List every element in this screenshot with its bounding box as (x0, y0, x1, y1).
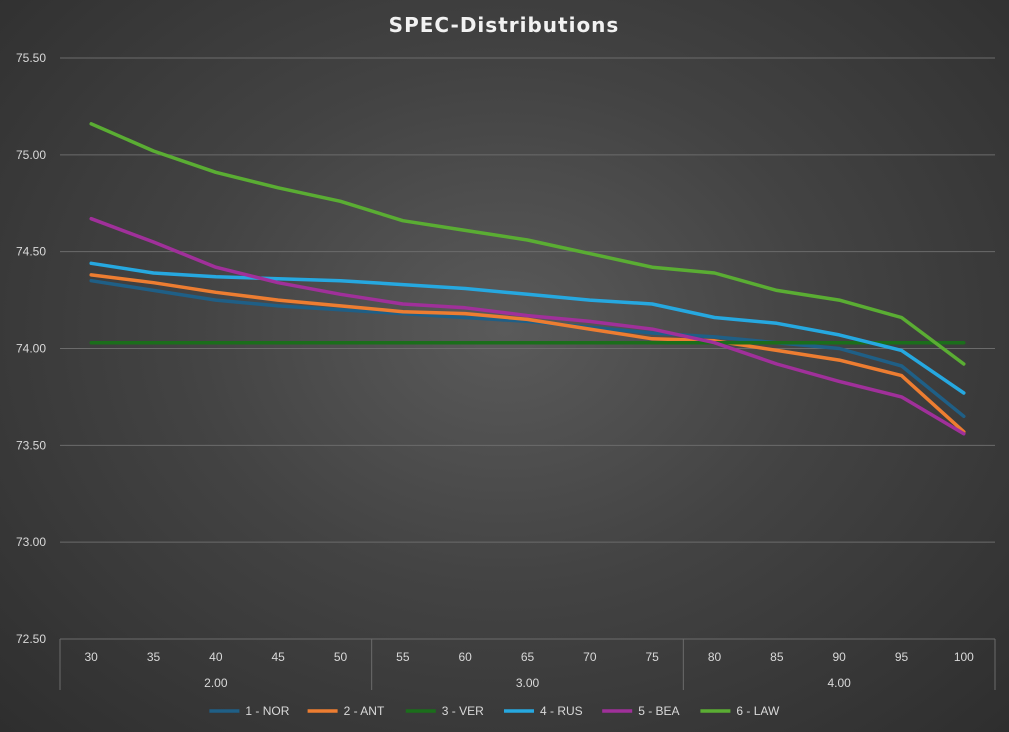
y-tick-label: 73.50 (16, 438, 46, 452)
x-group-label: 3.00 (516, 676, 540, 690)
x-tick-label: 60 (458, 650, 472, 664)
legend-label: 2 - ANT (344, 704, 385, 718)
series-line-5 (89, 216, 966, 436)
chart-title: SPEC-Distributions (389, 13, 620, 37)
legend-label: 5 - BEA (638, 704, 679, 718)
y-tick-label: 72.50 (16, 632, 46, 646)
gridlines (60, 57, 995, 640)
legend-label: 1 - NOR (245, 704, 289, 718)
legend-label: 4 - RUS (540, 704, 583, 718)
y-tick-label: 74.00 (16, 342, 46, 356)
x-tick-label: 85 (770, 650, 784, 664)
y-tick-label: 75.50 (16, 51, 46, 65)
axes: 72.50 73.00 73.50 74.00 74.50 75.00 75.50 30 35 4… (16, 51, 996, 690)
x-tick-label: 35 (147, 650, 161, 664)
y-tick-label: 75.00 (16, 148, 46, 162)
x-tick-label: 75 (645, 650, 659, 664)
x-tick-label: 55 (396, 650, 410, 664)
x-tick-label: 80 (708, 650, 722, 664)
x-tick-label: 50 (334, 650, 348, 664)
legend-label: 6 - LAW (736, 704, 780, 718)
series-line-4 (89, 261, 966, 395)
series-line-2 (89, 273, 966, 434)
x-tick-label: 65 (521, 650, 535, 664)
x-tick-label: 40 (209, 650, 223, 664)
x-group-label: 2.00 (204, 676, 228, 690)
x-tick-label: 45 (271, 650, 285, 664)
series-line-1 (89, 278, 966, 419)
y-tick-label: 73.00 (16, 535, 46, 549)
x-tick-label: 95 (895, 650, 909, 664)
x-tick-label: 70 (583, 650, 597, 664)
y-tick-label: 74.50 (16, 245, 46, 259)
legend-label: 3 - VER (442, 704, 484, 718)
series-lines (89, 122, 966, 436)
x-tick-label: 100 (954, 650, 974, 664)
x-group-label: 4.00 (827, 676, 851, 690)
x-tick-label: 90 (832, 650, 846, 664)
series-line-6 (89, 122, 966, 366)
x-tick-label: 30 (84, 650, 98, 664)
legend: 1 - NOR 2 - ANT 3 - VER 4 - RUS 5 - BEA 6 - L… (209, 704, 780, 718)
